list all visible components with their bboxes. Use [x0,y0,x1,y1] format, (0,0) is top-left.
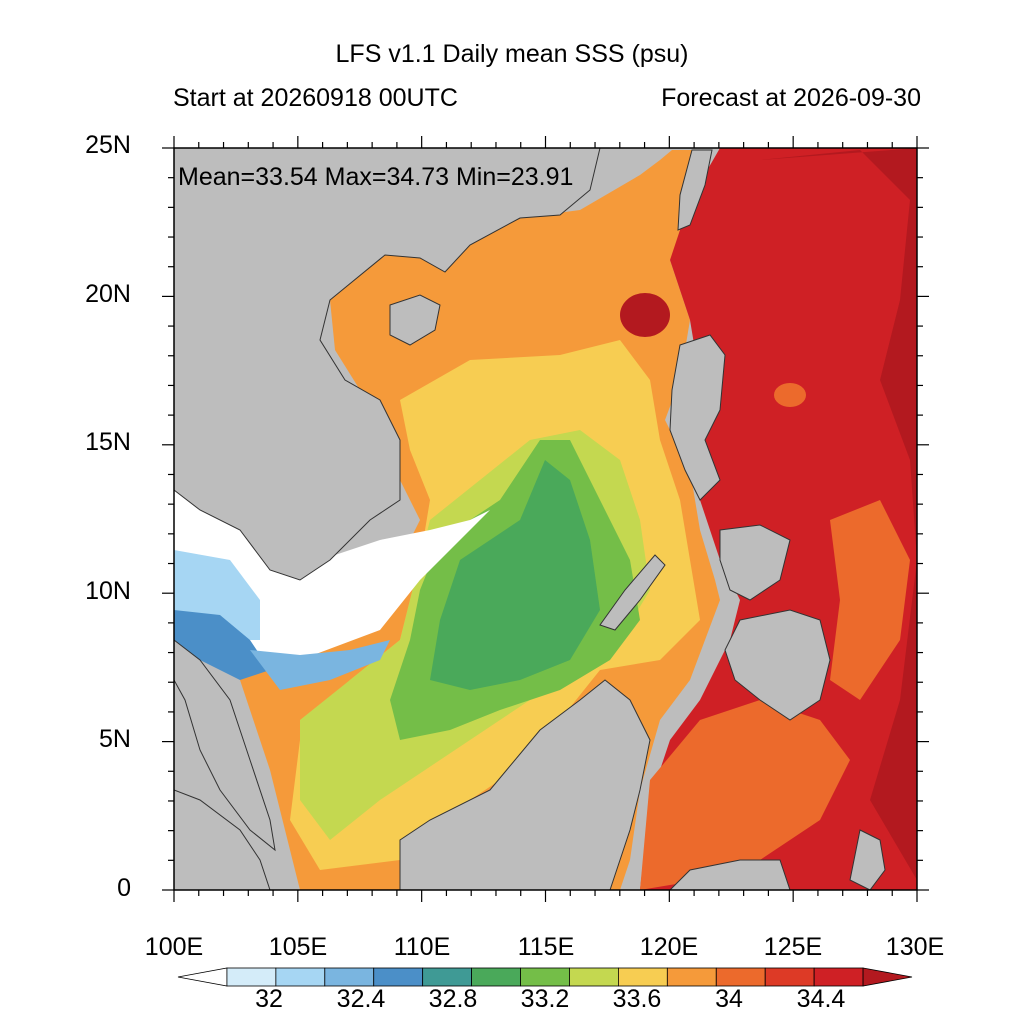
colorbar-swatch [226,967,277,987]
colorbar-swatch [373,967,424,987]
colorbar-swatch [715,967,766,987]
luzon-island [669,334,726,501]
celebes-orange-zone [640,700,850,890]
colorbar-label-34-4: 34.4 [796,985,846,1013]
lon-label-115e: 115E [517,933,575,961]
colorbar-swatch [764,967,815,987]
colorbar-swatch [520,967,570,987]
palawan-island [599,554,666,631]
scs-darkgreen-zone [430,460,600,690]
statistics-label: Mean=33.54 Max=34.73 Min=23.91 [178,163,574,191]
lat-label-20n: 20N [85,280,131,308]
map-title: LFS v1.1 Daily mean SSS (psu) [335,40,689,68]
lon-label-100e: 100E [144,933,204,961]
colorbar-swatch [862,967,913,987]
lon-label-125e: 125E [763,933,823,961]
hainan-island [389,294,441,346]
colorbar-swatch [618,967,668,987]
colorbar-swatch [666,967,717,987]
pacific-high-salinity [640,148,917,890]
colorbar-swatch [422,967,472,987]
colorbar-swatch [177,967,228,987]
pacific-eddy-small [774,383,806,407]
lon-label-120e: 120E [639,933,699,961]
lat-label-5n: 5N [99,725,131,753]
lat-label-0: 0 [117,874,131,902]
lat-label-25n: 25N [85,131,131,159]
mekong-plume-blue [250,640,390,690]
colorbar-swatch [275,967,326,987]
mindanao-island [724,609,831,721]
gulf-thailand-blue [174,610,270,680]
colorbar [177,967,913,987]
axis-ticks [162,136,929,902]
forecast-time-subtitle: Forecast at 2026-09-30 [661,84,921,112]
pacific-darkred-core [760,148,917,880]
lon-label-130e: 130E [885,933,945,961]
colorbar-label-33-6: 33.6 [612,985,662,1013]
sulawesi-land [669,859,791,890]
colorbar-swatch [324,967,375,987]
taiwan-island [677,149,713,231]
colorbar-swatch [813,967,864,987]
pacific-orange-eddy [830,500,910,700]
visayas-islands [719,524,791,601]
malay-peninsula [174,639,276,852]
halmahera-land [849,829,886,890]
start-time-subtitle: Start at 20260918 00UTC [173,84,458,112]
indochina-land [174,148,601,581]
sumatra-land [174,789,271,890]
luzon-strait-eddy [620,293,670,337]
colorbar-swatch [471,967,521,987]
colorbar-label-32-4: 32.4 [336,985,386,1013]
colorbar-label-34: 34 [715,985,743,1013]
lon-label-110e: 110E [393,933,451,961]
colorbar-label-32: 32 [255,985,283,1013]
colorbar-swatch [569,967,619,987]
lat-label-10n: 10N [85,577,131,605]
lon-label-105e: 105E [268,933,328,961]
borneo-island [399,679,651,890]
colorbar-label-33-2: 33.2 [520,985,570,1013]
colorbar-label-32-8: 32.8 [428,985,478,1013]
lat-label-15n: 15N [85,428,131,456]
map-plot-area [174,148,917,890]
